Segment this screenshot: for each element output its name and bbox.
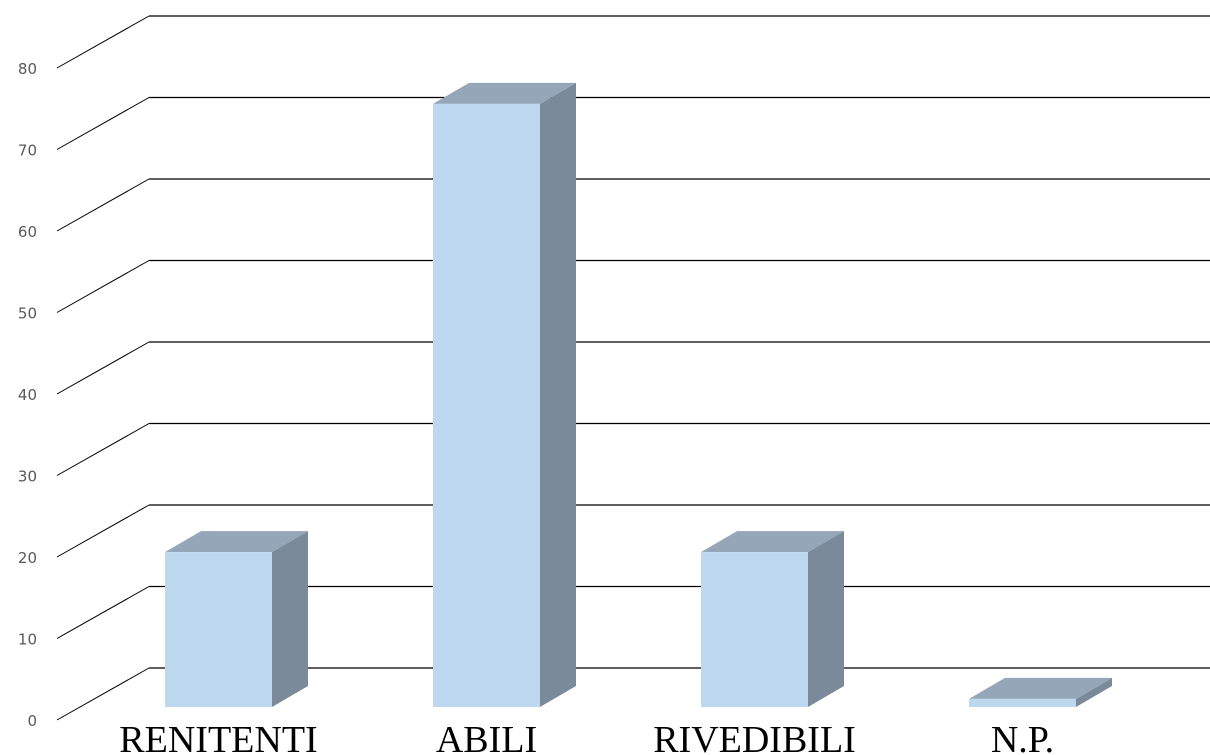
bar-front — [969, 698, 1076, 707]
bar — [969, 677, 1112, 707]
y-tick-label: 70 — [18, 142, 37, 160]
y-tick-label: 40 — [18, 386, 37, 404]
gridlines — [56, 15, 1210, 721]
y-axis-ticks: 0 10 20 30 40 50 60 70 80 — [18, 60, 37, 730]
gridline-diagonal — [56, 423, 150, 476]
y-tick-label: 10 — [18, 631, 37, 649]
bar-top — [701, 531, 844, 553]
gridline-diagonal — [56, 667, 150, 721]
gridline-diagonal — [56, 178, 150, 232]
bar-front — [165, 552, 272, 707]
bar-top — [433, 82, 576, 104]
bar-top — [165, 531, 308, 553]
y-tick-label: 30 — [18, 468, 37, 486]
bar-top — [969, 677, 1112, 699]
bar — [701, 531, 844, 707]
bar — [433, 82, 576, 707]
bar-side — [272, 531, 308, 707]
gridline-diagonal — [56, 260, 150, 313]
category-label: N.P. — [991, 719, 1054, 755]
y-tick-label: 20 — [18, 549, 37, 567]
bar-side — [1076, 677, 1112, 707]
bar-side — [808, 531, 844, 707]
gridline-diagonal — [56, 504, 150, 558]
bar — [165, 531, 308, 707]
category-label: RENITENTI — [119, 719, 317, 755]
gridline-diagonal — [56, 97, 150, 150]
gridline-diagonal — [56, 341, 150, 395]
category-label: RIVEDIBILI — [653, 719, 856, 755]
x-axis-categories: RENITENTI ABILI RIVEDIBILI N.P. — [119, 719, 1054, 755]
y-tick-label: 60 — [18, 223, 37, 241]
bar-side — [540, 82, 576, 707]
y-tick-label: 0 — [27, 712, 37, 730]
gridline-diagonal — [56, 586, 150, 639]
y-tick-label: 50 — [18, 305, 37, 323]
gridline-diagonal — [56, 15, 150, 69]
bar-front — [433, 103, 540, 707]
category-label: ABILI — [436, 719, 537, 755]
bar-front — [701, 552, 808, 707]
bars — [165, 82, 1112, 707]
y-tick-label: 80 — [18, 60, 37, 78]
